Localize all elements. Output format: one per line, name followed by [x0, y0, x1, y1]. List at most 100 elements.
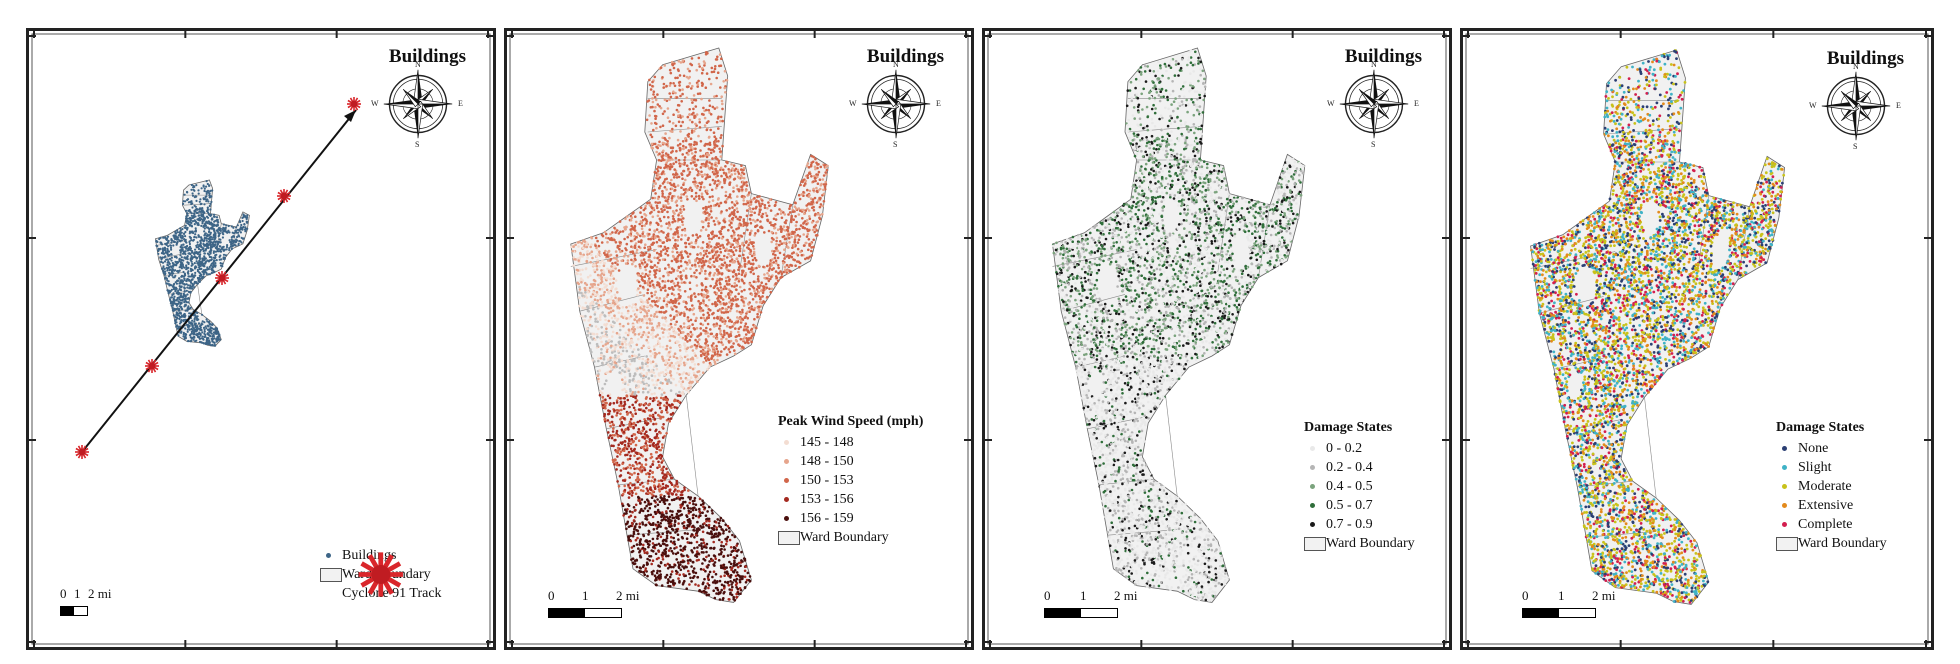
legend-label: Ward Boundary [1326, 536, 1415, 551]
ward-line [647, 126, 722, 133]
map-canvas [982, 28, 1452, 650]
north-arrow-compass-icon: N S E W [1809, 62, 1901, 151]
map-panel-peak-wind-speed: Buildings N S E W Peak Wind Speed (mph) … [504, 28, 974, 650]
map-neatline-frame [1460, 28, 1934, 650]
legend-swatch [1776, 503, 1798, 508]
legend-label: 150 - 153 [800, 473, 854, 488]
legend-item: Complete [1776, 515, 1887, 534]
ward-line [172, 309, 194, 312]
compass-s-label: S [1371, 140, 1376, 149]
cyclone-position-star-icon [277, 189, 291, 203]
scale-label-1: 1 [74, 586, 81, 601]
map-panel-cyclone-track: Buildings N S E W Buildings Ward Boundary… [26, 28, 496, 650]
legend-title: Peak Wind Speed (mph) [778, 414, 924, 429]
ward-line [685, 395, 699, 497]
legend-label: 0.2 - 0.4 [1326, 460, 1373, 475]
scale-bar: 0 1 2 mi [1522, 588, 1642, 618]
legend-label: Moderate [1798, 479, 1852, 494]
legend-swatch [1776, 465, 1798, 470]
cyclone-position-star-icon [347, 97, 361, 111]
compass-n-label: N [1853, 62, 1859, 71]
ward-line [1539, 296, 1604, 314]
legend-item: 0.7 - 0.9 [1304, 515, 1415, 534]
scale-label-1: 1 [1558, 588, 1565, 603]
compass-w-label: W [1327, 99, 1335, 108]
legend-label: Complete [1798, 517, 1853, 532]
ward-line [197, 284, 203, 315]
scale-label-1: 1 [1080, 588, 1087, 603]
compass-s-label: S [893, 140, 898, 149]
legend-item: 0.2 - 0.4 [1304, 458, 1415, 477]
legend-swatch [778, 440, 800, 445]
legend-item: 153 - 156 [778, 490, 923, 509]
cyclone-position-star-icon [75, 445, 89, 459]
legend-swatch [1776, 522, 1798, 527]
legend-swatch [778, 478, 800, 483]
legend-ward-swatch [1776, 536, 1798, 551]
scale-label-0: 0 [60, 586, 67, 601]
legend-label: 0.5 - 0.7 [1326, 498, 1373, 513]
legend-swatch [1776, 446, 1798, 451]
scale-bar: 0 1 2 mi [548, 588, 668, 618]
compass-w-label: W [371, 99, 379, 108]
legend-title: Damage States [1776, 420, 1865, 435]
legend-item: 156 - 159 [778, 509, 923, 528]
legend-ward-swatch [1304, 536, 1326, 551]
scale-label-2: 2 mi [616, 588, 640, 603]
legend-item: Cyclone 91 Track [320, 552, 442, 603]
compass-s-label: S [415, 140, 420, 149]
map-panel-damage-states-categorical: Buildings N S E W Damage States None Slig… [1460, 28, 1934, 650]
cyclone-track [75, 97, 361, 459]
compass-n-label: N [893, 60, 899, 69]
ward-line [1107, 529, 1178, 536]
map-neatline-frame [26, 28, 496, 650]
panel-title: Buildings [1826, 48, 1904, 69]
compass-e-label: E [1896, 101, 1901, 110]
building-layer [154, 179, 250, 347]
building-layer [570, 47, 829, 603]
legend-item: 0 - 0.2 [1304, 439, 1415, 458]
map-legend: Peak Wind Speed (mph) 145 - 148 148 - 150… [778, 412, 923, 547]
cyclone-track-line [81, 109, 357, 453]
scale-label-2: 2 mi [1114, 588, 1138, 603]
legend-item: Extensive [1776, 496, 1887, 515]
legend-swatch [1304, 446, 1326, 451]
map-neatline-frame [504, 28, 974, 650]
compass-w-label: W [1809, 101, 1817, 110]
ward-line [1075, 355, 1126, 368]
legend-swatch [1304, 465, 1326, 470]
building-layer [1530, 49, 1786, 605]
scale-label-2: 2 mi [88, 586, 112, 601]
compass-n-label: N [415, 60, 421, 69]
legend-item: Slight [1776, 458, 1887, 477]
legend-label: Ward Boundary [800, 530, 889, 545]
legend-swatch [320, 553, 342, 558]
legend-label: Ward Boundary [1798, 536, 1887, 551]
scale-label-1: 1 [582, 588, 589, 603]
building-points [1051, 49, 1305, 602]
legend-label: 156 - 159 [800, 511, 854, 526]
legend-label: 0.4 - 0.5 [1326, 479, 1373, 494]
north-arrow-compass-icon: N S E W [1327, 60, 1419, 149]
legend-label: 145 - 148 [800, 435, 854, 450]
legend-swatch [778, 516, 800, 521]
legend-item: Moderate [1776, 477, 1887, 496]
building-points [1530, 49, 1786, 604]
legend-swatch [1776, 484, 1798, 489]
compass-e-label: E [1414, 99, 1419, 108]
building-layer [1051, 47, 1306, 603]
legend-label: None [1798, 441, 1829, 456]
scale-label-0: 0 [548, 588, 555, 603]
legend-swatch [1304, 503, 1326, 508]
compass-s-label: S [1853, 142, 1858, 151]
scale-label-2: 2 mi [1592, 588, 1616, 603]
north-arrow-compass-icon: N S E W [371, 60, 463, 149]
panel-title: Buildings [1344, 46, 1422, 67]
legend-item: Ward Boundary [1304, 534, 1415, 553]
legend-label: 0 - 0.2 [1326, 441, 1363, 456]
map-legend: Buildings Ward Boundary Cyclone 91 Track [320, 546, 442, 603]
legend-title: Damage States [1304, 420, 1393, 435]
legend-label: 0.7 - 0.9 [1326, 517, 1373, 532]
scale-label-0: 0 [1044, 588, 1051, 603]
north-arrow-compass-icon: N S E W [849, 60, 941, 149]
